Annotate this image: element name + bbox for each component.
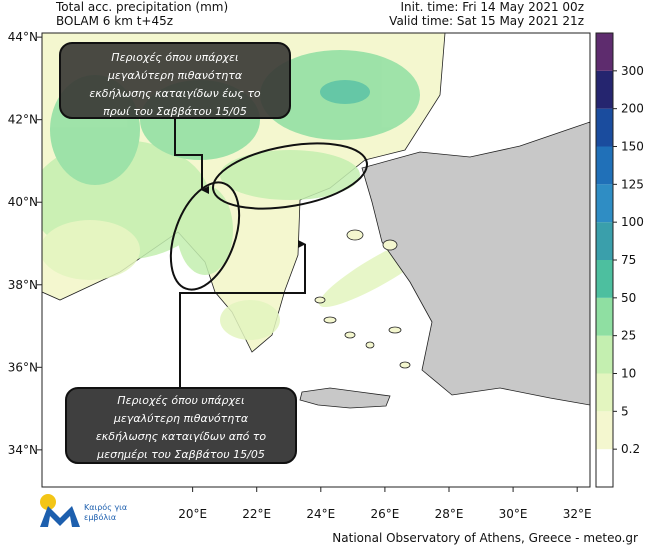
- colorbar-label: 25: [621, 329, 636, 343]
- map-frame: [41, 32, 591, 488]
- colorbar-label: 150: [621, 140, 644, 154]
- logo: [40, 494, 80, 527]
- colorbar-label: 100: [621, 215, 644, 229]
- storm-area-2: [169, 181, 241, 291]
- colorbar-segment: [596, 70, 613, 109]
- precip-fields: [42, 50, 442, 340]
- x-tick-label: 28°E: [435, 507, 464, 521]
- turkey-land: [361, 121, 590, 406]
- colorbar-segment: [596, 449, 613, 487]
- y-tick-label: 36°N: [8, 360, 38, 374]
- colorbar-segment: [596, 411, 613, 450]
- colorbar-label: 5: [621, 404, 629, 418]
- callout-box: [59, 42, 291, 119]
- x-tick-label: 26°E: [370, 507, 399, 521]
- header-model: BOLAM 6 km t+45z: [56, 14, 173, 28]
- footer-credit: National Observatory of Athens, Greece -…: [332, 531, 638, 545]
- colorbar-segment: [596, 373, 613, 412]
- y-tick-label: 44°N: [8, 30, 38, 44]
- y-tick-label: 34°N: [8, 443, 38, 457]
- callout-text: Περιοχές όπου υπάρχει: [117, 394, 244, 407]
- colorbar-label: 200: [621, 102, 644, 116]
- colorbar-segment: [596, 335, 613, 374]
- init-time: Init. time: Fri 14 May 2021 00z: [400, 0, 584, 14]
- logo-text: εμβόλια: [84, 512, 116, 522]
- callout-text: εκδήλωσης καταιγίδων έως το: [89, 87, 261, 100]
- colorbar-segment: [596, 184, 613, 223]
- colorbar-segment: [596, 146, 613, 185]
- callout-box: [65, 387, 297, 464]
- callout-text: μεσημέρι του Σαββάτου 15/05: [96, 448, 265, 461]
- colorbar-label: 0.2: [621, 442, 640, 456]
- colorbar-label: 75: [621, 253, 636, 267]
- colorbar-label: 125: [621, 177, 644, 191]
- x-tick-label: 22°E: [242, 507, 271, 521]
- callout-text: Περιοχές όπου υπάρχει: [111, 51, 238, 64]
- colorbar-segment: [596, 108, 613, 147]
- y-tick-label: 42°N: [8, 113, 38, 127]
- colorbar-label: 50: [621, 291, 636, 305]
- x-tick-label: 32°E: [563, 507, 592, 521]
- islands: [314, 229, 411, 369]
- y-tick-label: 40°N: [8, 195, 38, 209]
- callout-text: εκδήλωσης καταιγίδων από το: [96, 430, 267, 443]
- x-tick-label: 30°E: [499, 507, 528, 521]
- map-area: [42, 33, 590, 487]
- storm-area-1: [212, 142, 368, 210]
- callout-text: μεγαλύτερη πιθανότητα: [107, 69, 243, 82]
- colorbar-segment: [596, 33, 613, 71]
- callout-text: πρωί του Σαββάτου 15/05: [103, 105, 247, 118]
- valid-time: Valid time: Sat 15 May 2021 21z: [389, 14, 584, 28]
- colorbar-segment: [596, 297, 613, 336]
- callout-text: μεγαλύτερη πιθανότητα: [113, 412, 249, 425]
- logo-text: Καιρός για: [84, 502, 127, 512]
- x-tick-label: 24°E: [306, 507, 335, 521]
- colorbar-label: 300: [621, 64, 644, 78]
- header-title: Total acc. precipitation (mm): [55, 0, 228, 14]
- x-tick-label: 20°E: [178, 507, 207, 521]
- colorbar-segment: [596, 222, 613, 260]
- y-tick-label: 38°N: [8, 278, 38, 292]
- crete: [299, 387, 391, 409]
- callout-arrow: [179, 240, 306, 388]
- callout-arrow: [174, 118, 209, 194]
- colorbar-segment: [596, 260, 613, 298]
- colorbar-label: 10: [621, 367, 636, 381]
